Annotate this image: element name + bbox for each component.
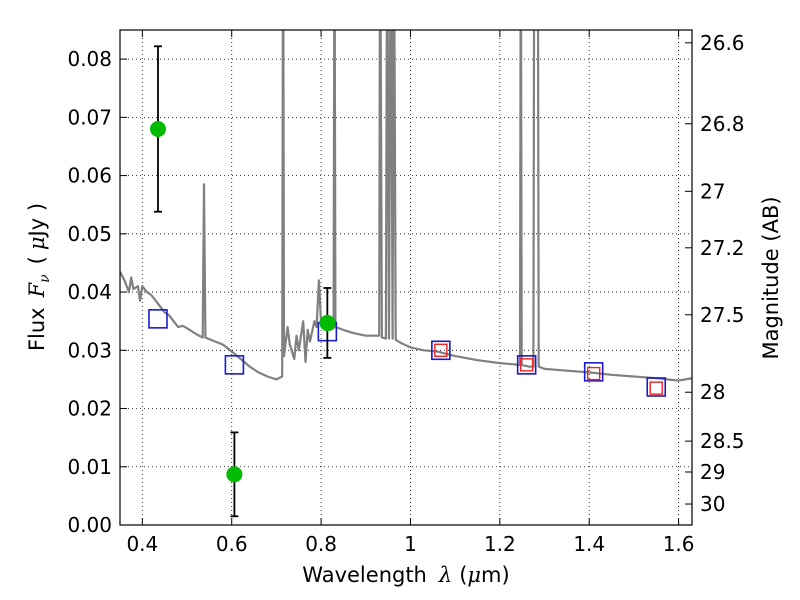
plot-frame — [119, 29, 693, 526]
y-tick-label: 0.07 — [67, 105, 112, 129]
y-tick-label: 0.08 — [67, 47, 112, 71]
observed-flux-point — [226, 466, 243, 483]
model-flux-square-red — [434, 343, 448, 357]
y2-tick-label: 27.2 — [700, 236, 745, 260]
y-tick-label: 0.06 — [67, 164, 112, 188]
x-axis-label: Wavelength λ (μm) — [302, 563, 509, 587]
model-flux-square-red — [519, 358, 534, 372]
y2-tick-label: 27.5 — [700, 303, 745, 327]
y2-tick-label: 26.6 — [700, 31, 745, 55]
observed-flux-point — [319, 314, 336, 331]
y-tick-label: 0.04 — [67, 280, 112, 304]
y2-axis-label: Magnitude (AB) — [759, 196, 783, 359]
y2-tick-label: 28.5 — [700, 429, 745, 453]
model-flux-square-blue — [431, 340, 451, 361]
y-tick-label: 0.00 — [67, 513, 112, 537]
y-axis-label: FluxFν(μJy ) — [25, 203, 53, 351]
y2-tick-label: 28 — [700, 380, 725, 404]
y-tick-label: 0.03 — [67, 338, 112, 362]
y-tick-label: 0.02 — [67, 397, 112, 421]
model-flux-square-blue — [646, 377, 667, 397]
model-flux-square-red — [586, 366, 601, 381]
x-tick-label: 1.4 — [573, 532, 605, 556]
y-tick-label: 0.01 — [67, 455, 112, 479]
x-tick-label: 0.4 — [126, 532, 158, 556]
x-tick-label: 1.2 — [484, 532, 516, 556]
model-flux-square-blue — [148, 309, 168, 329]
sed-model-line — [120, 30, 692, 382]
axis-ticks: 0.4 0.6 0.8 1 1.2 1.4 1.6 0.00 0.01 0.02 0.03 0.04 0… — [67, 30, 745, 556]
y2-tick-label: 30 — [700, 492, 725, 516]
y2-tick-label: 27 — [700, 179, 725, 203]
model-flux-square-red — [649, 381, 663, 395]
model-flux-square-blue — [224, 355, 245, 375]
plot-area — [120, 30, 692, 518]
model-flux-square-blue — [516, 355, 537, 375]
y2-tick-label: 26.8 — [700, 112, 745, 136]
x-tick-label: 0.6 — [216, 532, 248, 556]
y-tick-label: 0.05 — [67, 222, 112, 246]
model-flux-square-blue — [583, 362, 604, 382]
x-tick-label: 1 — [404, 532, 417, 556]
y2-tick-label: 29 — [700, 460, 725, 484]
x-tick-label: 1.6 — [663, 532, 695, 556]
observed-flux-point — [149, 121, 166, 137]
x-tick-label: 0.8 — [305, 532, 337, 556]
